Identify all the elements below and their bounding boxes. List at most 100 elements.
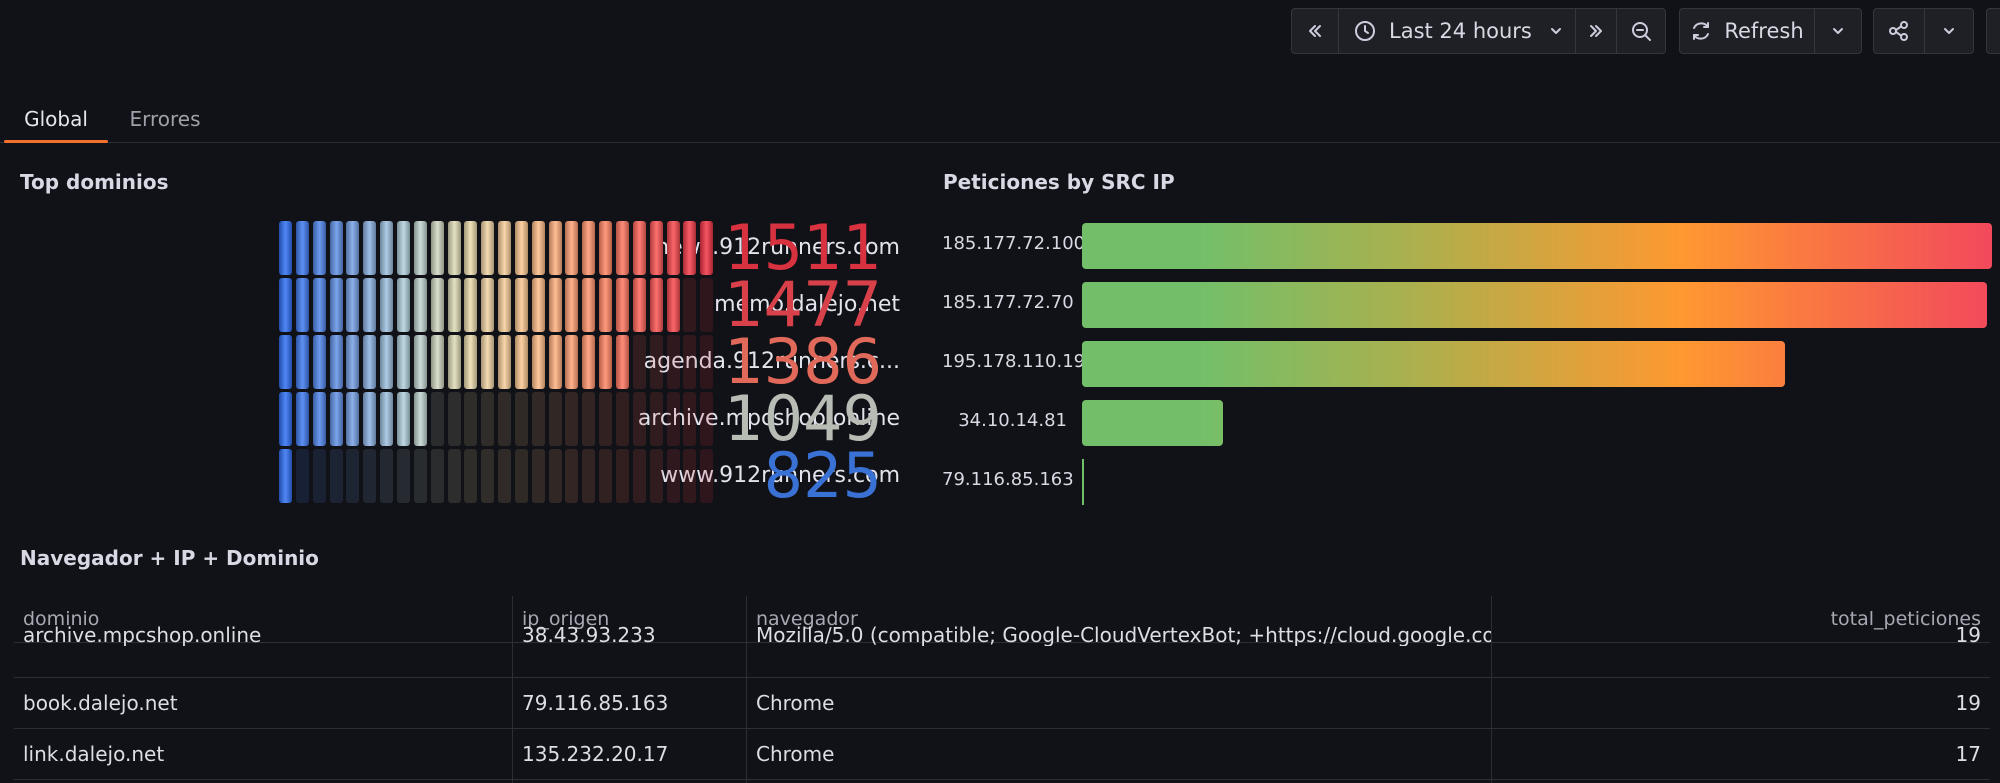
domain-label: www.912runners.com [660, 463, 900, 488]
share-dropdown[interactable] [1924, 8, 1974, 54]
row-divider [14, 779, 1990, 780]
bar-gauge-row: news.912runners.com 1511 [0, 217, 900, 279]
column-header-navegador[interactable]: navegador [756, 608, 858, 630]
share-button[interactable] [1873, 8, 1925, 54]
gauge-cell [413, 449, 427, 503]
table-cell-ip-origen: 38.43.93.233 [522, 624, 656, 646]
gauge-cell [481, 278, 495, 332]
table-cell-total: 17 [1955, 742, 1981, 766]
table-cell-total: 19 [1955, 624, 1981, 646]
gauge-cell [295, 392, 309, 446]
gauge-cell [666, 278, 680, 332]
domain-value: 825 [763, 439, 882, 512]
gauge-cell [616, 278, 629, 332]
gauge-cell [464, 278, 478, 332]
gauge-cell [396, 221, 410, 275]
gauge-cell [514, 221, 528, 275]
bar-gauge-row: archive.mpcshop.online 1049 [0, 382, 900, 455]
gauge-cell [632, 392, 646, 446]
gauge-cell [481, 449, 495, 503]
ip-label: 195.178.110.199 [942, 351, 1097, 372]
gauge-cell [481, 335, 495, 389]
gauge-cell [616, 449, 629, 503]
gauge-cell [700, 278, 714, 332]
refresh-button[interactable]: Refresh [1679, 8, 1815, 54]
gauge-cell [430, 392, 444, 446]
gauge-cell [599, 449, 613, 503]
zoom-out-icon [1630, 20, 1652, 42]
gauge-cell [498, 335, 512, 389]
gauge-cell [295, 335, 309, 389]
gauge-cell [329, 392, 343, 446]
domain-label: agenda.912runners.c... [643, 349, 900, 374]
refresh-interval-dropdown[interactable] [1814, 8, 1862, 54]
time-backward-button[interactable] [1291, 8, 1339, 54]
ip-label: 185.177.72.70 [942, 292, 1074, 313]
gauge-cell [329, 335, 343, 389]
gauge-cell [683, 335, 697, 389]
gauge-cell [430, 449, 444, 503]
gauge-cells [279, 278, 717, 332]
gauge-cell [666, 335, 680, 389]
gauge-cell [380, 335, 394, 389]
gauge-cell [396, 278, 410, 332]
gauge-cell [430, 278, 444, 332]
gauge-cell [548, 278, 562, 332]
gauge-cell [396, 449, 410, 503]
ip-bar [1082, 282, 1987, 328]
table-cell-navegador: Chrome [756, 691, 835, 715]
tab-errores-label: Errores [129, 107, 201, 131]
gauge-cell [464, 221, 478, 275]
table-cell-navegador: Chrome [756, 742, 835, 766]
gauge-cell [531, 449, 545, 503]
tab-errores[interactable]: Errores [128, 96, 202, 142]
row-divider [14, 728, 1990, 729]
gauge-cell [346, 449, 360, 503]
ip-label: 34.10.14.81 [958, 410, 1067, 431]
gauge-cell [565, 449, 579, 503]
time-range-picker[interactable]: Last 24 hours [1338, 8, 1576, 54]
gauge-cell [683, 392, 697, 446]
gauge-cell [279, 449, 292, 503]
gauge-cell [548, 221, 562, 275]
gauge-cell [498, 278, 512, 332]
more-button[interactable] [1986, 8, 2000, 54]
gauge-cell [363, 449, 377, 503]
gauge-cell [599, 278, 613, 332]
gauge-cell [279, 392, 292, 446]
gauge-cell [447, 449, 461, 503]
domain-value: 1049 [724, 382, 882, 455]
active-tab-indicator [4, 140, 108, 143]
gauge-cell [312, 278, 326, 332]
gauge-cell [329, 221, 343, 275]
dashboard-toolbar: Last 24 hours Refresh [0, 8, 2000, 54]
gauge-cell [666, 449, 680, 503]
gauge-cell [363, 392, 377, 446]
gauge-cell [548, 392, 562, 446]
bar-gauge-row: agenda.912runners.c... 1386 [0, 331, 900, 393]
column-divider [1491, 596, 1492, 783]
gauge-cell [481, 392, 495, 446]
gauge-cells [279, 392, 717, 446]
gauge-cell [582, 335, 596, 389]
column-header-total-peticiones[interactable]: total_peticiones [1830, 608, 1981, 630]
ip-label: 79.116.85.163 [942, 469, 1074, 490]
gauge-cell [396, 335, 410, 389]
zoom-out-button[interactable] [1616, 8, 1666, 54]
gauge-cell [582, 449, 596, 503]
column-header-dominio[interactable]: dominio [23, 608, 100, 630]
bar-gauge-row: www.912runners.com 825 [0, 439, 900, 512]
time-forward-button[interactable] [1575, 8, 1617, 54]
gauge-cell [380, 392, 394, 446]
gauge-cell [531, 221, 545, 275]
gauge-cell [531, 335, 545, 389]
column-header-ip-origen[interactable]: ip_origen [522, 608, 610, 630]
bar-gauge-row: memo.dalejo.net 1477 [0, 274, 900, 336]
gauge-cell [616, 335, 629, 389]
tab-global[interactable]: Global [4, 96, 108, 143]
gauge-cell [700, 449, 714, 503]
gauge-cell [565, 392, 579, 446]
peticiones-title: Peticiones by SRC IP [943, 170, 1175, 194]
ip-bar [1082, 341, 1785, 387]
gauge-cell [582, 392, 596, 446]
